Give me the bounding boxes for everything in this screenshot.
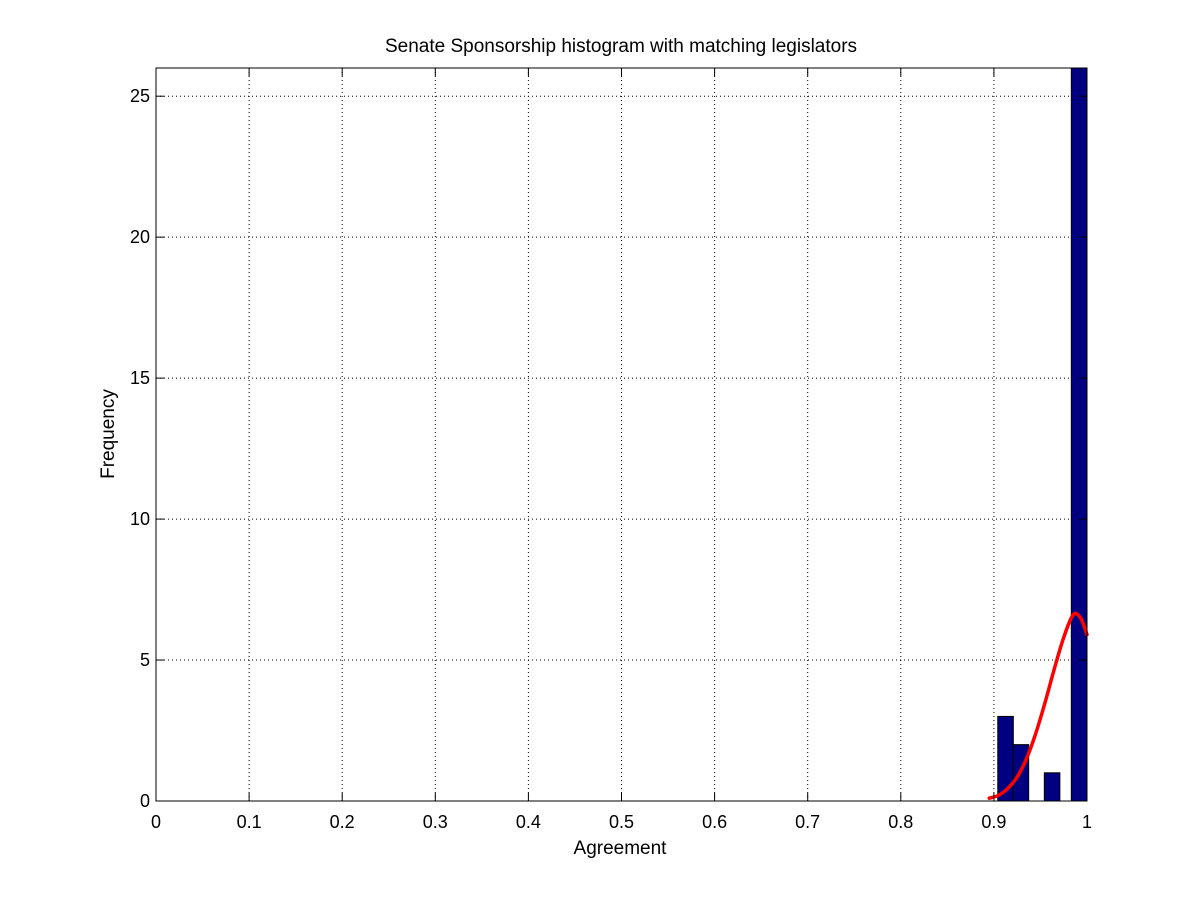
x-tick-label: 1 [1082,812,1092,832]
x-tick-label: 0.7 [795,812,820,832]
chart-title: Senate Sponsorship histogram with matchi… [385,36,857,57]
x-tick-label: 0.6 [702,812,727,832]
y-tick-label: 0 [140,791,150,811]
x-tick-label: 0.9 [981,812,1006,832]
histogram-bars [997,67,1088,802]
histogram-bar [1043,772,1061,802]
x-tick-label: 0.5 [609,812,634,832]
x-tick-label: 0.4 [516,812,541,832]
x-tick-label: 0.1 [237,812,262,832]
x-tick-label: 0.8 [888,812,913,832]
y-tick-label: 25 [130,86,150,106]
x-tick-label: 0.2 [330,812,355,832]
fit-curve [987,611,1089,800]
x-axis-label: Agreement [574,838,668,859]
x-tick-label: 0.3 [423,812,448,832]
y-tick-label: 15 [130,368,150,388]
histogram-bar [1070,67,1088,802]
fit-curve-line [987,611,1089,800]
x-tick-label: 0 [151,812,161,832]
y-tick-label: 10 [130,509,150,529]
y-tick-label: 20 [130,227,150,247]
y-tick-label: 5 [140,650,150,670]
plot-area [156,68,1087,801]
y-axis-label: Frequency [98,389,119,479]
